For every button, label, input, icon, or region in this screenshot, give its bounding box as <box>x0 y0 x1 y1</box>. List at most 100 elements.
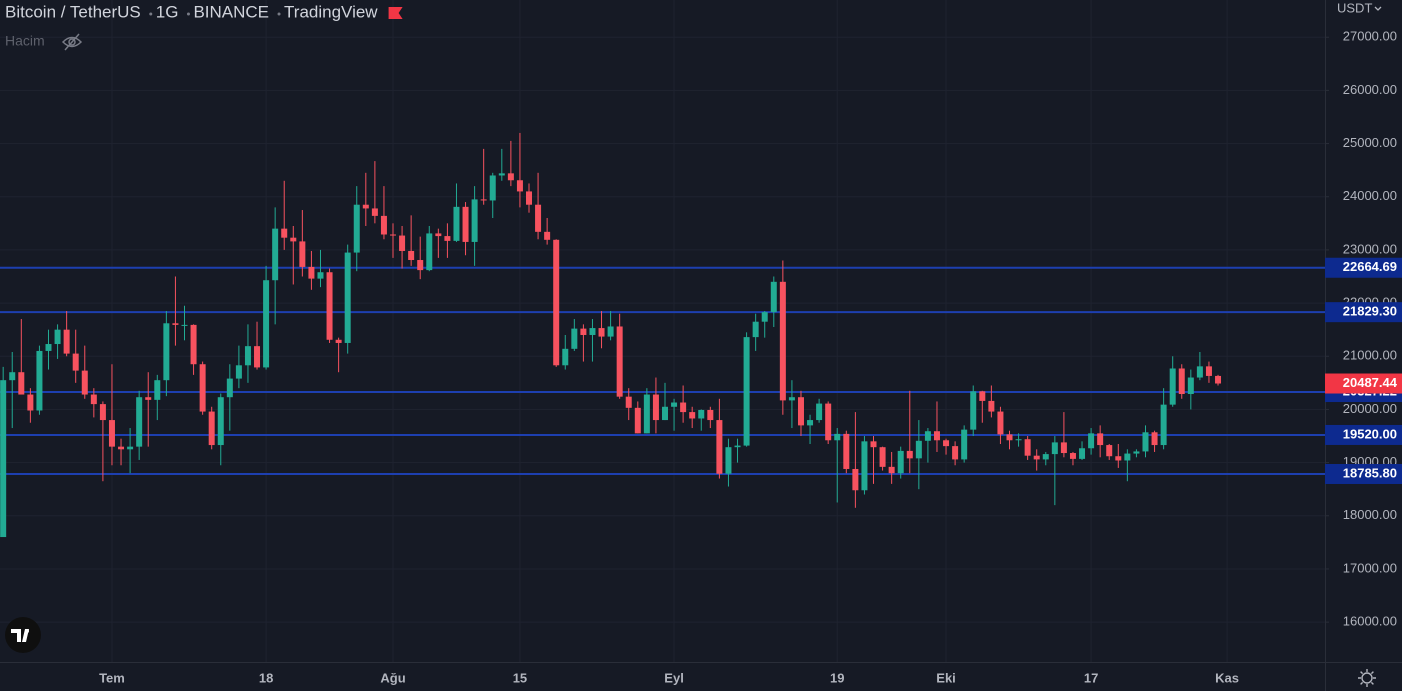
candle-body <box>462 206 469 242</box>
separator <box>149 12 153 16</box>
candle-body <box>154 380 161 400</box>
candle-body <box>371 208 378 216</box>
candle-body <box>444 236 451 241</box>
last-price-bg <box>1325 373 1402 394</box>
level-label: 22664.69 <box>1343 259 1397 274</box>
candle-body <box>852 468 859 491</box>
tv-logo[interactable] <box>5 617 41 653</box>
candle-body <box>553 239 560 366</box>
level-label-bg <box>1325 424 1402 445</box>
candle-body <box>652 394 659 421</box>
volume-label: Hacim <box>5 33 45 49</box>
hide-icon[interactable] <box>61 33 83 51</box>
candle-body <box>698 409 705 419</box>
candle-body <box>63 329 70 354</box>
settings-icon[interactable] <box>1358 669 1376 687</box>
candle-body <box>897 450 904 474</box>
candle-body <box>807 420 814 426</box>
x-tick-label: 18 <box>259 670 273 685</box>
candle-body <box>45 344 52 351</box>
candle-body <box>643 394 650 434</box>
candle-body <box>99 404 106 421</box>
candle-body <box>671 402 678 407</box>
level-label-bg <box>1325 257 1402 278</box>
candle-body <box>1196 366 1203 378</box>
candle-body <box>861 441 868 491</box>
y-tick-label: 17000.00 <box>1343 560 1397 575</box>
candle-body <box>562 348 569 366</box>
x-tick-label: 15 <box>513 670 527 685</box>
candle-body <box>943 440 950 447</box>
candle-body <box>163 323 170 381</box>
candle-body <box>797 397 804 426</box>
separator <box>186 12 190 16</box>
candle-body <box>217 397 224 446</box>
candle-body <box>888 466 895 474</box>
candle-body <box>988 400 995 412</box>
candle-body <box>661 406 668 421</box>
candle-body <box>326 272 333 340</box>
candle-body <box>408 250 415 261</box>
candle-body <box>226 378 233 398</box>
candle-body <box>589 328 596 335</box>
interval: 1G <box>156 2 179 21</box>
candle-body <box>1151 432 1158 446</box>
flag-icon[interactable] <box>388 7 403 19</box>
candle-body <box>725 447 732 474</box>
candle-body <box>244 346 251 366</box>
candle-body <box>136 397 143 447</box>
candle-body <box>834 433 841 441</box>
candle-body <box>952 446 959 460</box>
y-tick-label: 25000.00 <box>1343 135 1397 150</box>
candle-body <box>145 397 152 400</box>
candle-body <box>1006 434 1013 441</box>
currency[interactable]: USDT <box>1337 0 1372 15</box>
candle-body <box>1215 375 1222 384</box>
level-label-bg <box>1325 463 1402 484</box>
y-tick-label: 20000.00 <box>1343 401 1397 416</box>
candle-body <box>1142 432 1149 452</box>
exchange: BINANCE <box>193 2 269 21</box>
candle-body <box>290 237 297 242</box>
candle-body <box>933 431 940 441</box>
candle-body <box>108 420 115 447</box>
candle-body <box>924 431 931 441</box>
candle-body <box>54 329 61 345</box>
candle-body <box>997 411 1004 435</box>
symbol: Bitcoin / TetherUS <box>5 2 141 21</box>
candle-body <box>689 412 696 419</box>
candle-body <box>1097 433 1104 446</box>
candle-body <box>761 312 768 322</box>
y-tick-label: 24000.00 <box>1343 188 1397 203</box>
candles <box>0 132 1222 538</box>
candle-body <box>471 199 478 242</box>
candle-body <box>90 394 97 405</box>
candle-body <box>480 199 487 201</box>
candle-body <box>598 328 605 337</box>
x-tick-label: 19 <box>830 670 844 685</box>
candle-body <box>335 339 342 343</box>
level-label: 19520.00 <box>1343 426 1397 441</box>
y-tick-label: 18000.00 <box>1343 507 1397 522</box>
candle-body <box>1051 442 1058 455</box>
candle-body <box>1205 366 1212 376</box>
candle-body <box>380 215 387 235</box>
candle-body <box>879 447 886 467</box>
separator <box>277 12 281 16</box>
candle-body <box>208 411 215 446</box>
last-price-label: 20487.44 <box>1343 375 1398 390</box>
candle-body <box>580 328 587 335</box>
candle-body <box>18 372 25 395</box>
candle-body <box>353 204 360 253</box>
currency-chevron[interactable] <box>1374 6 1382 11</box>
candle-body <box>299 241 306 267</box>
candle-body <box>825 403 832 441</box>
candle-body <box>535 204 542 232</box>
axes: 16000.0017000.0018000.0019000.0020000.00… <box>99 29 1402 685</box>
candle-body <box>1079 448 1086 459</box>
candle-body <box>498 173 505 176</box>
candle-body <box>970 391 977 430</box>
source: TradingView <box>284 2 378 21</box>
candle-body <box>1088 433 1095 449</box>
